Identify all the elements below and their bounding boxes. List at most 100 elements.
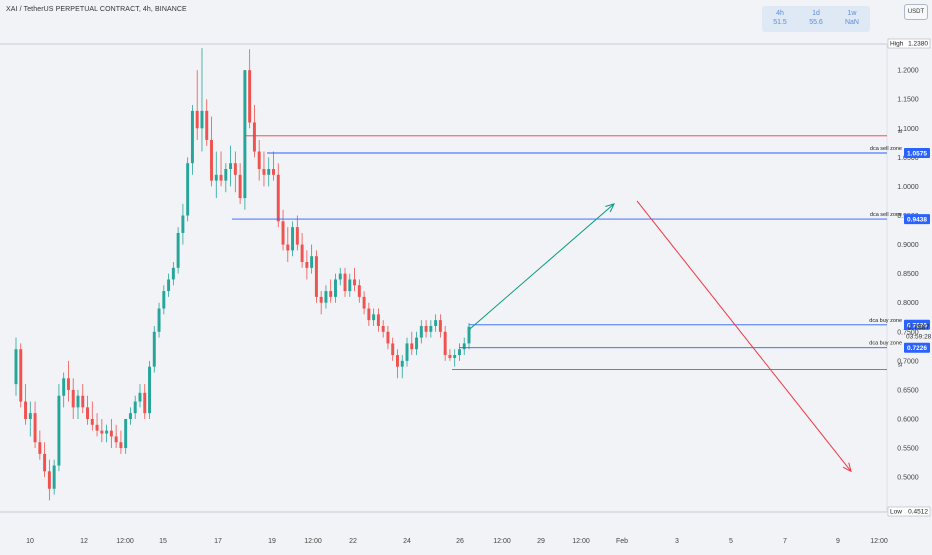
candle-body <box>467 326 471 344</box>
timeframe-value: 51.5 <box>773 19 787 26</box>
candle-body <box>210 139 213 181</box>
countdown-label: 03:59:28 <box>906 334 932 341</box>
candle-body <box>38 442 42 454</box>
candle-body <box>438 320 442 332</box>
candle-body <box>415 337 419 350</box>
candle-body <box>205 110 209 140</box>
candle-body <box>400 360 404 367</box>
candle-body <box>195 110 199 129</box>
level-badge-text: 1.0575 <box>907 151 927 158</box>
candle-body <box>276 174 280 222</box>
y-tick-label: 0.6500 <box>897 387 919 394</box>
candle-body <box>362 296 366 309</box>
candle-body <box>286 244 290 251</box>
x-tick-label: 22 <box>349 538 357 545</box>
candle-body <box>86 407 90 419</box>
timeframe-label: 4h <box>776 10 784 17</box>
candle-body <box>162 291 166 309</box>
y-tick-label: 0.9000 <box>897 242 919 249</box>
candle-body <box>291 227 295 251</box>
candle-body <box>314 256 318 297</box>
level-badge-text: 0.7226 <box>907 345 927 352</box>
candle-body <box>224 168 228 181</box>
candle-body <box>319 296 323 303</box>
candle-body <box>300 244 304 263</box>
timeframe-value: NaN <box>844 19 859 26</box>
y-tick-label: 0.7500 <box>897 329 919 336</box>
candle-body <box>376 314 380 326</box>
low-marker-box <box>887 506 931 517</box>
level-label: dca buy zone <box>869 341 902 347</box>
candle-body <box>457 349 461 356</box>
candle-body <box>66 378 70 390</box>
candle-body <box>410 343 414 350</box>
candle-body <box>424 325 428 332</box>
candle-body <box>281 221 285 245</box>
candle-body <box>105 430 109 434</box>
level-badge-text: 0.7620 <box>907 322 927 329</box>
candle-body <box>109 430 113 437</box>
candle-body <box>248 70 252 123</box>
timeframe-panel: 4h 51.5 1d 55.6 1w NaN <box>762 6 870 32</box>
x-tick-label: 12 <box>80 538 88 545</box>
candle-body <box>229 163 233 169</box>
high-marker-label: High <box>890 41 904 48</box>
candle-body <box>14 349 18 385</box>
level-badge <box>904 214 930 225</box>
candle-body <box>272 168 275 175</box>
x-tick-label: Feb <box>616 538 628 545</box>
x-tick-label: 12:00 <box>304 538 322 545</box>
low-marker-label: Low <box>890 509 902 516</box>
y-tick-label: 0.6000 <box>897 416 919 423</box>
candle-body <box>386 331 390 344</box>
x-tick-label: 24 <box>403 538 411 545</box>
level-label: sl <box>898 363 902 369</box>
candle-body <box>76 395 80 408</box>
candle-body <box>453 355 457 358</box>
candle-body <box>47 471 51 489</box>
candle-body <box>238 174 242 199</box>
projection-up-arrow <box>469 203 615 330</box>
y-tick-label: 0.5500 <box>897 446 919 453</box>
candle-body <box>243 70 247 199</box>
candle-body <box>133 401 137 414</box>
projection-up-arrow-head <box>605 203 615 213</box>
candle-body <box>367 308 371 321</box>
candle-body <box>200 110 204 129</box>
timeframe-cell-1d[interactable]: 1d 55.6 <box>798 9 834 27</box>
candle-body <box>219 174 223 181</box>
level-badge-text: 0.9438 <box>907 217 927 224</box>
candle-body <box>52 465 56 489</box>
x-tick-label: 26 <box>456 538 464 545</box>
candle-body <box>443 331 447 356</box>
x-tick-label: 12:00 <box>493 538 511 545</box>
timeframe-cell-1w[interactable]: 1w NaN <box>834 9 870 27</box>
x-tick-label: 29 <box>537 538 545 545</box>
currency-button[interactable]: USDT <box>904 4 928 20</box>
y-tick-label: 0.5000 <box>897 475 919 482</box>
candle-body <box>262 168 266 175</box>
low-marker-value: 0.4512 <box>908 509 928 516</box>
chart-title: XAI / TetherUS PERPETUAL CONTRACT, 4h, B… <box>6 6 187 13</box>
candle-body <box>295 227 299 245</box>
level-badge <box>904 319 930 330</box>
x-tick-label: 19 <box>268 538 276 545</box>
timeframe-cell-4h[interactable]: 4h 51.5 <box>762 9 798 27</box>
candle-body <box>114 436 118 443</box>
candle-body <box>267 168 271 175</box>
candle-body <box>119 442 123 449</box>
timeframe-label: 1d <box>812 10 820 17</box>
candle-body <box>71 389 75 408</box>
candle-body <box>62 378 66 396</box>
level-label: dca sell zone <box>870 146 902 152</box>
candle-body <box>334 279 337 297</box>
high-marker-value: 1.2380 <box>908 41 928 48</box>
high-marker-box <box>887 38 931 49</box>
candle-body <box>19 349 23 402</box>
candle-body <box>310 256 314 268</box>
y-tick-label: 1.0500 <box>897 155 919 162</box>
level-badge <box>904 148 930 159</box>
candle-body <box>419 325 423 338</box>
